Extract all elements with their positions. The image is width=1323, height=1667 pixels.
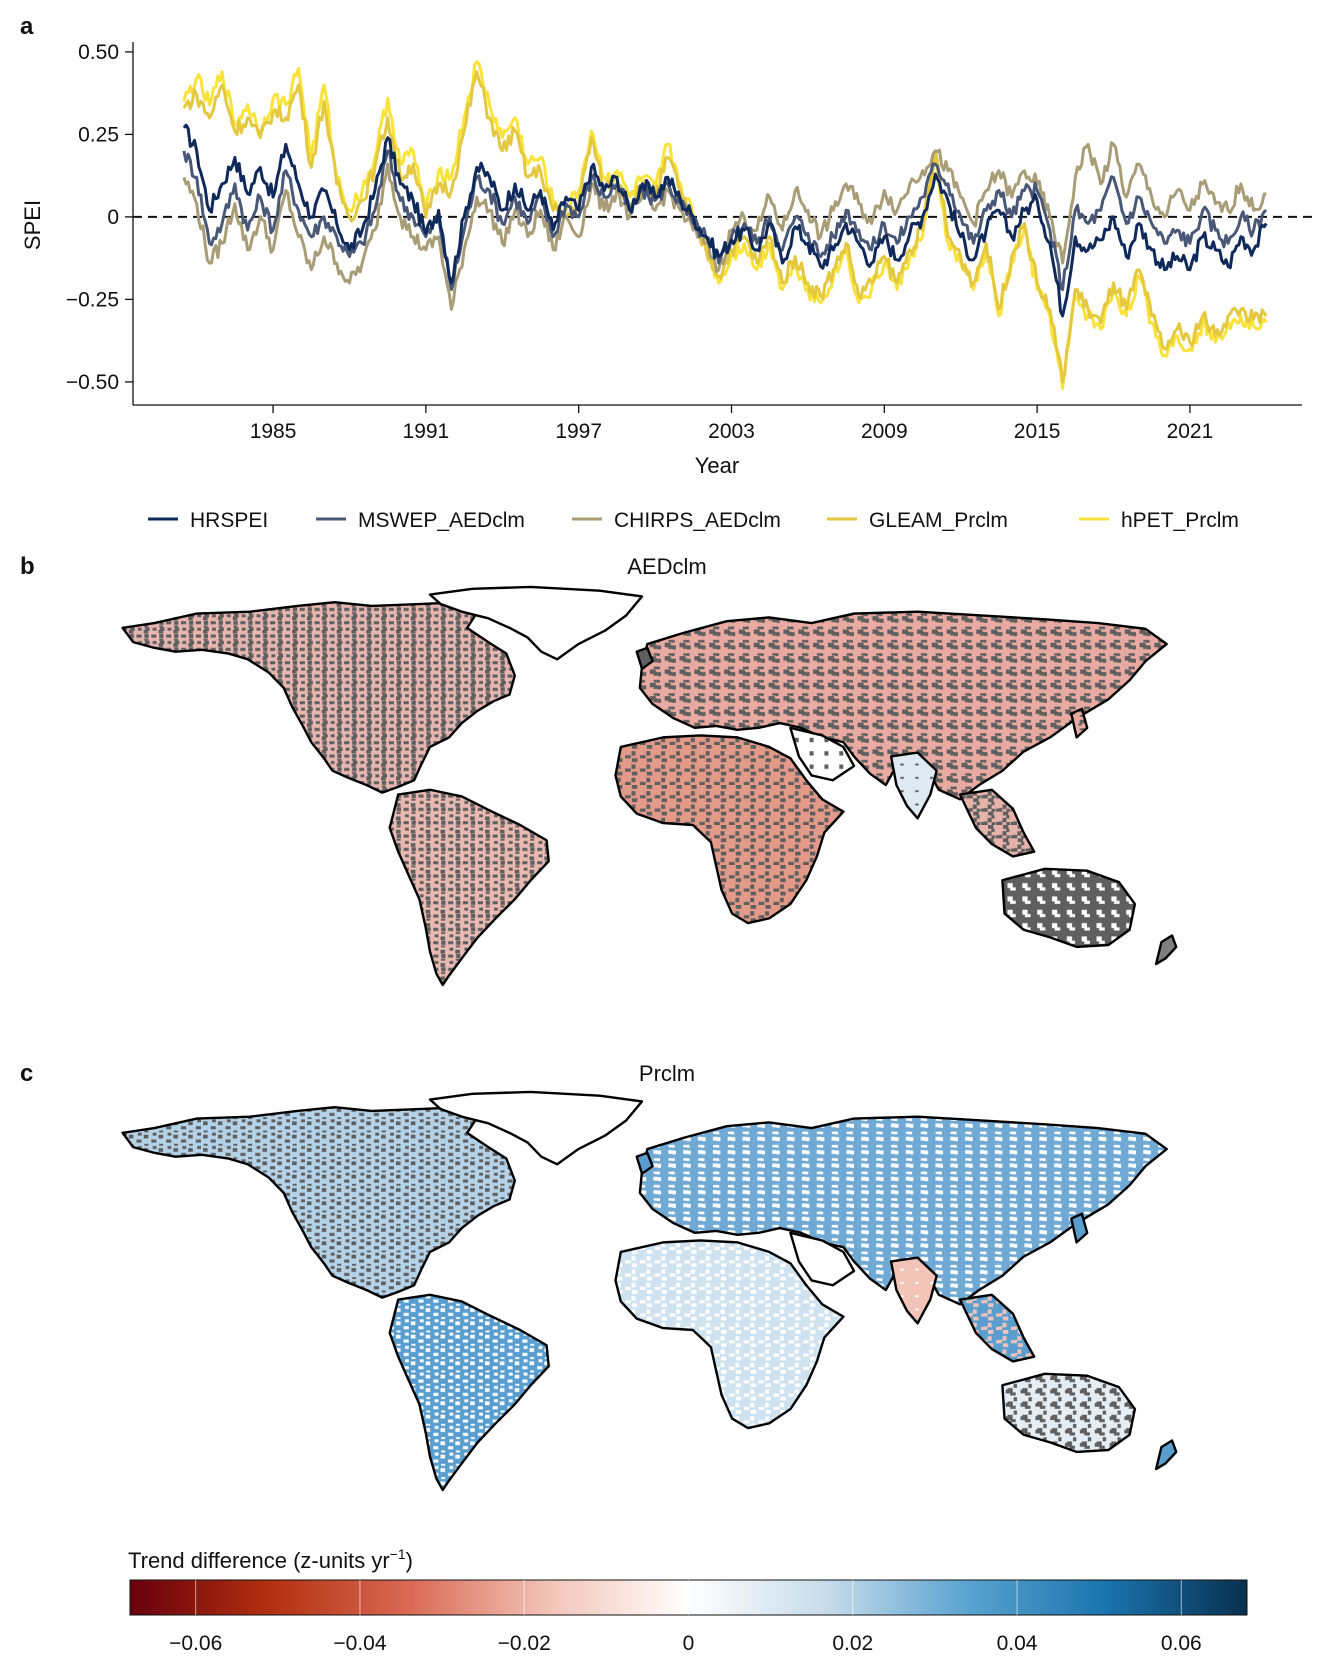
x-tick-label: 2003 xyxy=(708,420,755,443)
x-tick-label: 1991 xyxy=(403,420,450,443)
land-south-america xyxy=(390,1295,549,1490)
legend-label: CHIRPS_AEDclm xyxy=(614,509,781,532)
land-australia xyxy=(1002,1374,1134,1452)
land-eurasia xyxy=(640,1117,1167,1305)
series-lines xyxy=(182,60,1268,390)
x-tick-label: 2015 xyxy=(1014,420,1061,443)
legend-label: hPET_Prclm xyxy=(1121,509,1239,532)
land-uk xyxy=(637,1153,653,1174)
spei-line-chart: 0.50 0.25 0 −0.25 −0.50 1985 1991 1997 2003 2009… xyxy=(20,41,1312,478)
land-arabia xyxy=(790,1233,854,1285)
land-arabia xyxy=(790,728,854,780)
land-nz xyxy=(1156,1440,1176,1469)
land-japan xyxy=(1071,1214,1087,1243)
x-tick-label: 1997 xyxy=(555,420,602,443)
x-tick-label: 2021 xyxy=(1167,420,1214,443)
y-tick-label: 0 xyxy=(107,206,119,229)
land-india xyxy=(891,1258,937,1324)
land-africa xyxy=(616,1240,844,1428)
land-se-asia xyxy=(960,1295,1034,1362)
y-tick-label: 0.25 xyxy=(78,123,119,146)
x-axis-label: Year xyxy=(695,453,739,478)
y-tick-label: 0.50 xyxy=(78,41,119,64)
land-uk xyxy=(637,648,653,669)
panel-c: c Prclm xyxy=(20,1060,1176,1490)
land-australia xyxy=(1002,869,1134,947)
legend: HRSPEI MSWEP_AEDclm CHIRPS_AEDclm GLEAM_Prc… xyxy=(148,509,1239,532)
y-axis-label: SPEI xyxy=(20,200,45,250)
x-tick-label: 2009 xyxy=(861,420,908,443)
panel-label-a: a xyxy=(20,13,34,40)
panel-label-c: c xyxy=(20,1060,33,1087)
land-japan xyxy=(1071,709,1087,738)
land-eurasia xyxy=(640,612,1167,800)
land-se-asia xyxy=(960,790,1034,857)
colorbar-tick-label: 0.02 xyxy=(832,1632,873,1655)
panel-b: b AEDclm xyxy=(20,553,1176,985)
legend-label: GLEAM_Prclm xyxy=(869,509,1008,532)
map-title-b: AEDclm xyxy=(627,554,706,579)
panel-a: a 0.50 0.25 0 −0.25 −0.50 1985 1991 1997 2003 20… xyxy=(20,13,1312,532)
y-tick-label: −0.50 xyxy=(66,371,119,394)
colorbar-title: Trend difference (z-units yr−1) xyxy=(128,1546,413,1573)
colorbar: Trend difference (z-units yr−1) −0.06 −0.… xyxy=(128,1546,1248,1655)
y-ticks: 0.50 0.25 0 −0.25 −0.50 xyxy=(66,41,133,394)
series-line-hrspei xyxy=(182,123,1268,318)
y-tick-label: −0.25 xyxy=(66,288,119,311)
land-africa xyxy=(616,735,844,923)
series-line-hpet-prclm xyxy=(182,60,1268,390)
panel-label-b: b xyxy=(20,553,35,580)
x-ticks: 1985 1991 1997 2003 2009 2015 2021 xyxy=(250,405,1214,443)
land-greenland xyxy=(430,1092,642,1164)
series-line-chirps-aedclm xyxy=(182,141,1267,311)
colorbar-tick-label: −0.06 xyxy=(169,1632,222,1655)
land-south-america xyxy=(390,790,549,985)
colorbar-tick-label: 0.04 xyxy=(997,1632,1038,1655)
series-line-gleam-prclm xyxy=(182,70,1268,384)
colorbar-ticks: −0.06 −0.04 −0.02 0 0.02 0.04 0.06 xyxy=(169,1580,1202,1655)
colorbar-tick-label: 0 xyxy=(683,1632,695,1655)
x-tick-label: 1985 xyxy=(250,420,297,443)
legend-label: HRSPEI xyxy=(190,509,268,532)
land-nz xyxy=(1156,935,1176,964)
world-map-aedclm xyxy=(123,587,1177,985)
colorbar-tick-label: −0.02 xyxy=(498,1632,551,1655)
world-map-prclm xyxy=(123,1092,1177,1490)
colorbar-tick-label: 0.06 xyxy=(1161,1632,1202,1655)
land-india xyxy=(891,753,937,819)
land-north-america xyxy=(123,602,515,792)
series-line-mswep-aedclm xyxy=(182,149,1268,291)
colorbar-tick-label: −0.04 xyxy=(333,1632,386,1655)
land-north-america xyxy=(123,1107,515,1297)
map-title-c: Prclm xyxy=(639,1061,695,1086)
land-greenland xyxy=(430,587,642,659)
legend-label: MSWEP_AEDclm xyxy=(358,509,525,532)
